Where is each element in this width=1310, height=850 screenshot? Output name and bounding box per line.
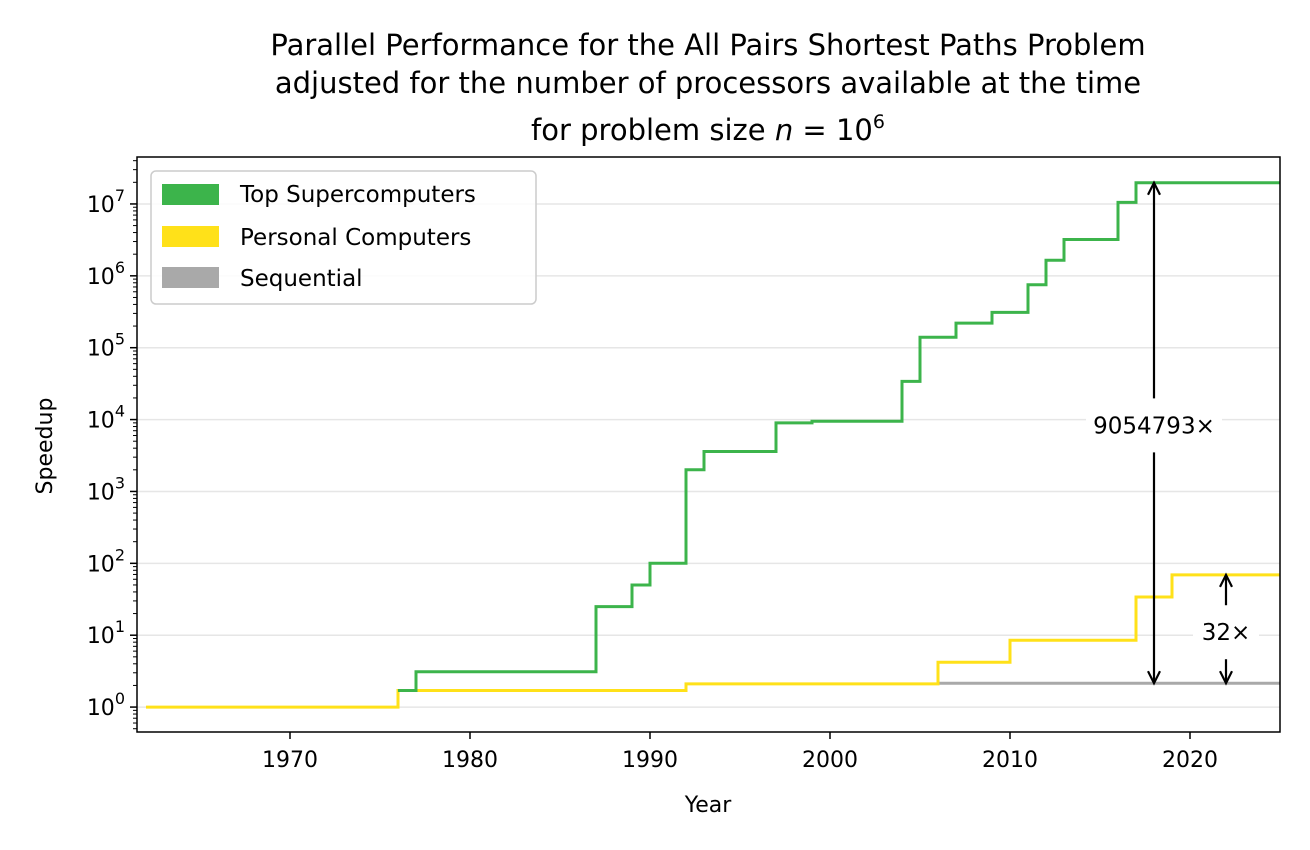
chart-title: Parallel Performance for the All Pairs S…: [270, 28, 1145, 147]
y-tick-label: 100: [87, 689, 125, 721]
x-tick-label: 1970: [262, 748, 318, 773]
x-axis-label: Year: [684, 793, 733, 818]
y-tick-label: 104: [87, 402, 125, 434]
y-tick-label: 102: [87, 545, 125, 577]
plot-frame: [136, 156, 1281, 733]
y-axis-ticks: 100 101 102 103 104 105 106 107: [87, 160, 137, 730]
y-tick-label: 101: [87, 617, 125, 649]
x-tick-label: 2020: [1162, 748, 1218, 773]
annotation-arrow-head-down: [1147, 670, 1161, 686]
annotation-arrow-head-down: [1219, 670, 1233, 686]
title-line-3: for problem size n = 106: [531, 111, 885, 147]
legend-frame: [150, 170, 537, 305]
legend: Top Supercomputers Personal Computers Se…: [150, 170, 537, 305]
annotation-1: 32×: [1193, 572, 1259, 686]
x-tick-label: 2000: [802, 748, 858, 773]
annotation-arrow-head-up: [1147, 180, 1161, 196]
annotation-arrow-head-up: [1219, 572, 1233, 588]
annotations: 9054793× 32×: [1086, 180, 1259, 686]
title-line-2: adjusted for the number of processors av…: [275, 66, 1141, 100]
x-tick-label: 1990: [622, 748, 678, 773]
series-line-personal-computers: [146, 573, 1280, 709]
x-tick-label: 2010: [982, 748, 1038, 773]
y-tick-label: 103: [87, 473, 125, 505]
y-axis-label: Speedup: [33, 398, 58, 495]
annotation-0: 9054793×: [1086, 180, 1222, 686]
legend-swatch-top-supercomputers: [162, 184, 219, 205]
y-tick-label: 107: [87, 186, 125, 218]
annotation-label: 9054793×: [1093, 413, 1215, 439]
x-tick-label: 1980: [442, 748, 498, 773]
legend-label-personal-computers: Personal Computers: [240, 225, 471, 251]
series-line-top-supercomputers: [398, 181, 1280, 692]
legend-label-top-supercomputers: Top Supercomputers: [239, 182, 476, 208]
annotation-label-box: [1086, 398, 1222, 453]
series-lines: [146, 181, 1280, 709]
legend-swatch-personal-computers: [162, 226, 219, 247]
annotation-label-box: [1193, 605, 1259, 660]
title-line-1: Parallel Performance for the All Pairs S…: [270, 28, 1145, 62]
legend-label-sequential: Sequential: [240, 266, 363, 292]
y-tick-label: 106: [87, 258, 125, 290]
x-axis-ticks: 1970 1980 1990 2000 2010 2020: [262, 732, 1218, 773]
y-tick-label: 105: [87, 330, 125, 362]
legend-swatch-sequential: [162, 267, 219, 288]
annotation-label: 32×: [1202, 620, 1251, 646]
